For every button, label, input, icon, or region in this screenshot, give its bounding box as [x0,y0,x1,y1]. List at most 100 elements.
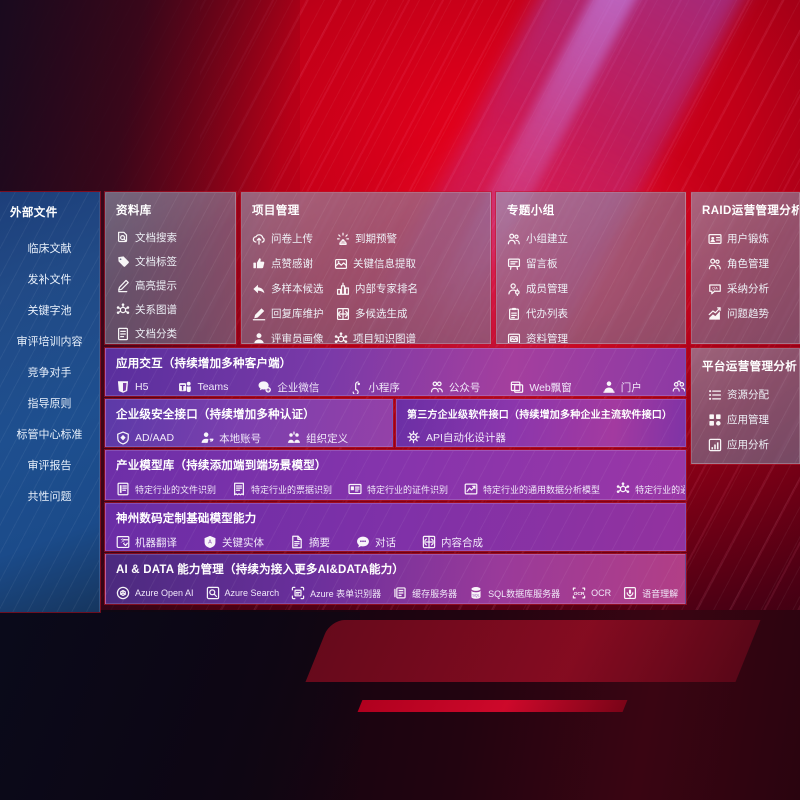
sidebar-title: 外部文件 [10,207,58,219]
grid-expand-icon [336,307,350,321]
topic-group-item[interactable]: 成员管理 [507,276,599,301]
api-gear-icon [407,430,421,444]
app-interaction-item[interactable]: 对话 [672,375,685,395]
ai-data-management-item[interactable]: Azure Search [206,581,279,603]
diagram-frame: 外部文件 临床文献发补文件 关键字池 审评培训内容 竞争对手 指导原则 标管中心标准 审评报… [0,192,800,612]
digital-china-base-model-item[interactable]: A 关键实体 [203,530,264,550]
raid-analysis-item[interactable]: 用户锻炼 [702,226,797,251]
app-interaction-item[interactable]: 企业微信 [258,375,319,395]
ai-data-management-item[interactable]: OCR OCR [572,581,611,603]
project-management-item[interactable]: 评审员画像 [252,326,334,343]
sidebar-item-8[interactable]: 共性问题 [0,482,99,513]
task-list-icon [708,388,722,402]
project-management-item[interactable]: 多候选生成 [336,301,420,326]
data-chart-icon [464,482,478,496]
sidebar-item-0[interactable]: 临床文献 [0,234,99,265]
digital-china-base-model-item[interactable]: 内容合成 [422,530,483,550]
knowledge-base-item[interactable]: 文档标签 [116,250,234,274]
band-items: Azure Open AI Azure Search Azure 表单识别器 缓存服务… [106,581,685,603]
sidebar-item-1[interactable]: 发补文件 [0,265,99,296]
project-management-item[interactable]: 多样本候选 [252,276,336,301]
background-shape-dark [0,612,360,800]
band-ai-data-management: AI & DATA 能力管理（持续为接入更多AI&DATA能力） Azure O… [105,554,686,604]
portal-person-icon [602,380,616,394]
topic-group-item[interactable]: 留言板 [507,251,599,276]
raid-analysis-item[interactable]: 问题趋势 [702,301,797,326]
platform-analysis-item-label: 应用分析 [727,439,769,451]
enterprise-security-item-label: 本地账号 [219,432,262,445]
sidebar-external-files: 外部文件 临床文献发补文件 关键字池 审评培训内容 竞争对手 指导原则 标管中心标准 审评报… [0,192,100,612]
ai-data-management-item[interactable]: Azure Open AI [116,581,194,603]
app-interaction-item-label: 小程序 [368,381,400,394]
project-management-item[interactable]: 到期预警 [336,226,420,251]
third-party-software-item[interactable]: API自动化设计器 [407,425,506,446]
card-topic-group: 专题小组 小组建立留言板成员管理代办列表资料管理事项提醒小组标签 [496,192,686,344]
industry-model-library-item[interactable]: 特定行业的通用数据分析模型 [464,477,600,499]
knowledge-base-item[interactable]: 高亮提示 [116,274,234,298]
card-items: 资源分配应用管理应用分析 [692,382,799,463]
app-interaction-item[interactable]: 小程序 [349,375,400,395]
knowledge-base-item[interactable]: 关系图谱 [116,298,234,322]
band-items: 特定行业的文件识别 特定行业的票据识别 特定行业的证件识别 特定行业的通用数据分析模型… [106,477,685,499]
band-title: 神州数码定制基础模型能力 [116,513,257,525]
project-management-item[interactable]: 点赞感谢 [252,251,334,276]
app-interaction-item[interactable]: H5 [116,375,148,395]
ai-data-management-item[interactable]: SQL SQL数据库服务器 [469,581,560,603]
sidebar-item-2[interactable]: 关键字池 [0,296,99,327]
band-enterprise-security: 企业级安全接口（持续增加多种认证） AD/AAD 本地账号 组织定义 [105,399,393,447]
platform-analysis-item-label: 应用管理 [727,414,769,426]
ai-data-management-item[interactable]: Azure 表单识别器 [291,581,381,603]
digital-china-base-model-item[interactable]: 文 机器翻译 [116,530,177,550]
sidebar-item-7[interactable]: 审评报告 [0,451,99,482]
knowledge-base-item[interactable]: 文档分类 [116,322,234,343]
sidebar-item-5[interactable]: 指导原则 [0,389,99,420]
digital-china-base-model-item-label: 对话 [375,536,396,549]
message-board-icon [507,257,521,271]
knowledge-base-item[interactable]: 文档搜索 [116,226,234,250]
digital-china-base-model-item-label: 机器翻译 [135,536,177,549]
app-interaction-item[interactable]: 公众号 [430,375,480,395]
cache-server-icon [393,586,407,600]
sidebar-item-3[interactable]: 审评培训内容 [0,327,99,358]
chat-bubble-icon [356,535,370,549]
platform-analysis-item[interactable]: 应用管理 [702,407,797,432]
topic-group-item[interactable]: 小组建立 [507,226,599,251]
ai-data-management-item[interactable]: 缓存服务器 [393,581,457,603]
project-management-item[interactable]: 内部专家排名 [336,276,418,301]
platform-analysis-item[interactable]: 应用分析 [702,432,797,457]
topic-group-item[interactable]: 代办列表 [507,301,599,326]
digital-china-base-model-item[interactable]: 对话 [356,530,396,550]
enterprise-security-item[interactable]: AD/AAD [116,426,174,446]
raid-analysis-item[interactable]: QA 采纳分析 [702,276,797,301]
project-management-item[interactable]: 项目知识图谱 [334,326,418,343]
app-interaction-item[interactable]: Teams [178,375,228,395]
project-management-item[interactable]: 关键信息提取 [334,251,418,276]
search-box-icon [206,586,220,600]
raid-analysis-item[interactable]: 角色管理 [702,251,797,276]
group-people-icon [507,232,521,246]
enterprise-security-item[interactable]: 组织定义 [287,426,348,446]
card-items: 小组建立留言板成员管理代办列表资料管理事项提醒小组标签 [497,226,685,343]
digital-china-base-model-item[interactable]: 摘要 [290,530,330,550]
ai-data-management-item[interactable]: 语音理解 [623,581,678,603]
sidebar-item-label: 临床文献 [27,243,72,255]
industry-model-library-item[interactable]: 特定行业的票据识别 [232,477,333,499]
clipboard-icon [507,307,521,321]
band-title: AI & DATA 能力管理（持续为接入更多AI&DATA能力） [116,564,405,576]
project-management-item[interactable]: 回复库维护 [252,301,336,326]
industry-model-library-item[interactable]: 特定行业的文件识别 [116,477,216,499]
industry-model-library-item[interactable]: 特定行业的证件识别 [348,477,448,499]
app-interaction-item[interactable]: 门户 [602,375,642,395]
project-management-item[interactable]: 问卷上传 [252,226,336,251]
app-interaction-item[interactable]: Web飘窗 [510,375,572,395]
shield-diamond-icon [116,431,130,445]
enterprise-security-item[interactable]: 本地账号 [200,426,262,446]
platform-analysis-item[interactable]: 资源分配 [702,382,797,407]
wechat-work-icon [258,380,272,394]
digital-china-base-model-item-label: 关键实体 [222,536,264,549]
industry-model-library-item-label: 特定行业的票据识别 [251,484,333,495]
sidebar-item-6[interactable]: 标管中心标准 [0,420,99,451]
topic-group-item[interactable]: 资料管理 [507,326,599,343]
industry-model-library-item[interactable]: 特定行业的通用知识图谱模型 [616,477,685,499]
sidebar-item-4[interactable]: 竞争对手 [0,358,99,389]
